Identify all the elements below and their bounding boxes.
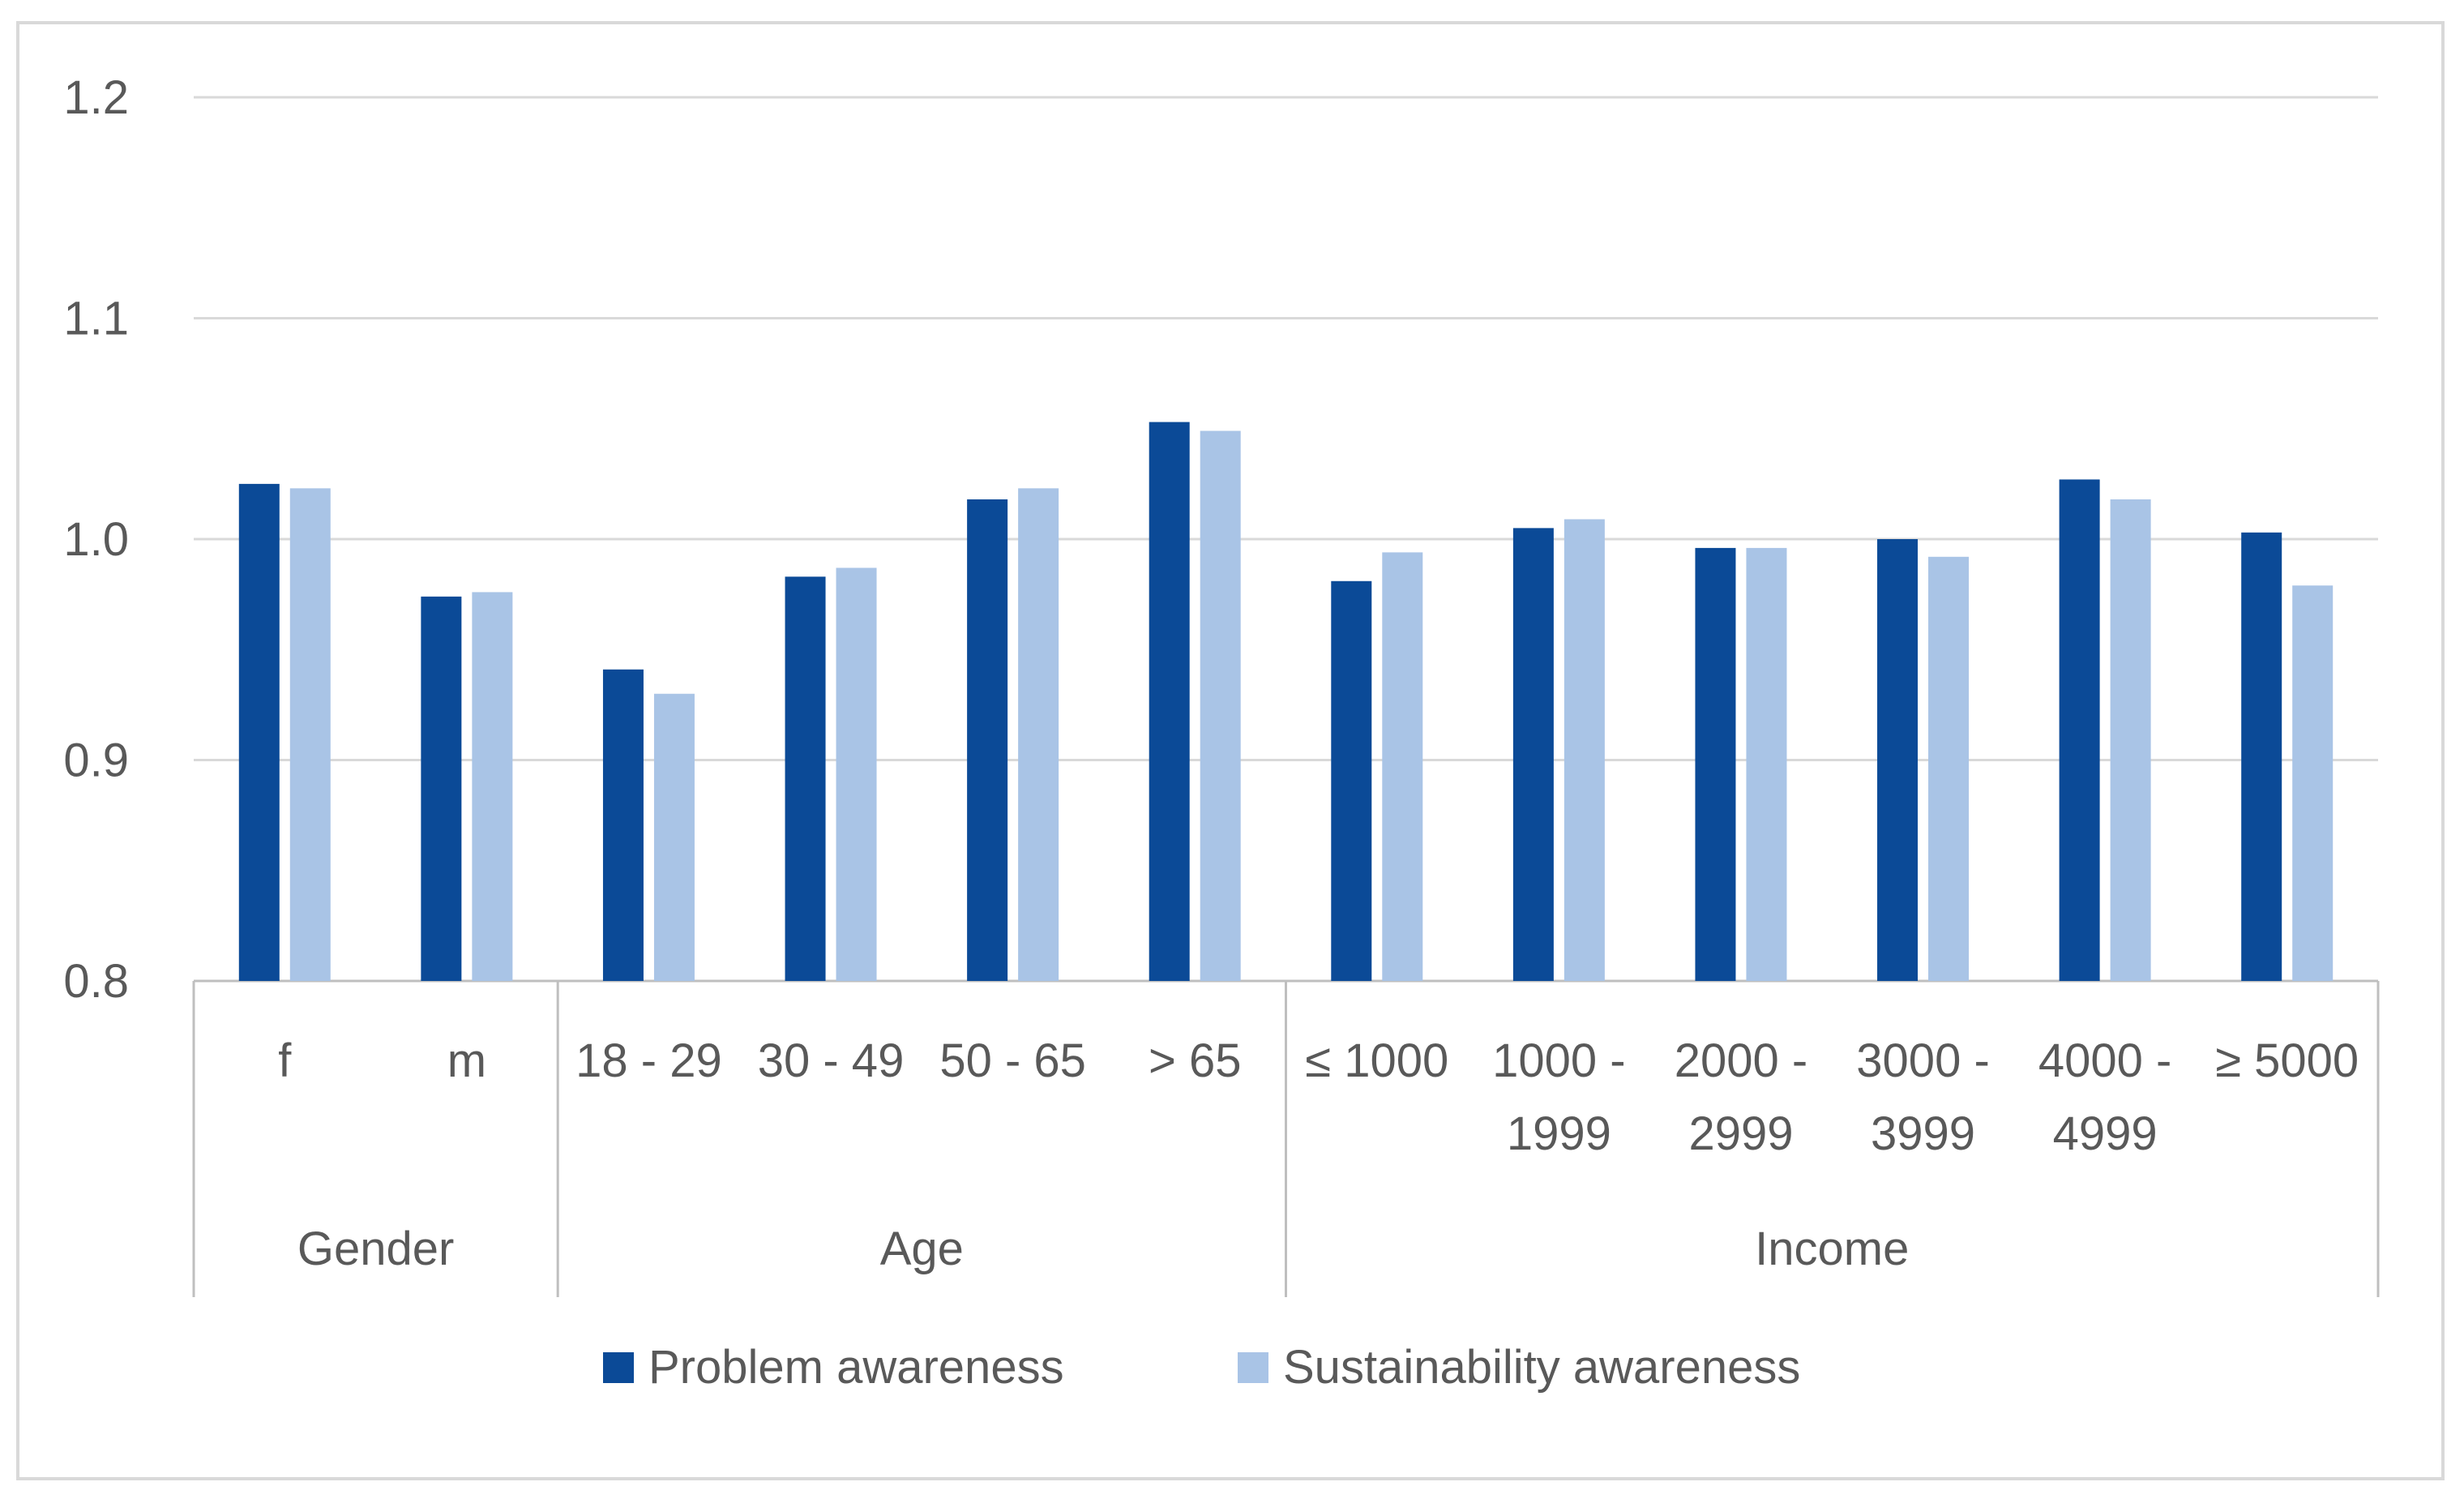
x-group-label: Age (880, 1223, 964, 1275)
legend-label: Sustainability awareness (1283, 1341, 1800, 1394)
bar-problem-awareness (1331, 580, 1372, 981)
x-category-label: 4999 (2053, 1107, 2158, 1160)
x-category-label: 30 - 49 (758, 1034, 905, 1087)
bar-sustainability-awareness (472, 592, 513, 981)
bar-problem-awareness (1512, 528, 1554, 981)
bar-problem-awareness (1149, 422, 1190, 981)
bar-problem-awareness (421, 596, 462, 981)
legend-swatch (603, 1352, 634, 1383)
x-group-label: Income (1755, 1223, 1909, 1275)
y-tick-label: 0.9 (63, 735, 129, 787)
bar-sustainability-awareness (1382, 552, 1423, 981)
x-category-label: 4000 - (2038, 1034, 2171, 1087)
x-category-label: 3000 - (1856, 1034, 1989, 1087)
legend-swatch (1238, 1352, 1268, 1383)
bar-problem-awareness (238, 483, 280, 981)
bar-problem-awareness (2241, 532, 2282, 981)
bar-problem-awareness (1695, 547, 1736, 981)
bar-problem-awareness (602, 669, 644, 981)
y-tick-label: 1.2 (63, 71, 129, 124)
bar-sustainability-awareness (653, 693, 695, 981)
x-category-label: 1999 (1507, 1107, 1611, 1160)
bar-sustainability-awareness (1564, 519, 1605, 981)
x-category-label: > 65 (1149, 1034, 1242, 1087)
x-category-label: 18 - 29 (575, 1034, 722, 1087)
bar-sustainability-awareness (2292, 585, 2334, 981)
bar-problem-awareness (785, 576, 826, 981)
x-category-label: ≥ 5000 (2215, 1034, 2359, 1087)
y-tick-label: 1.0 (63, 513, 129, 566)
y-tick-label: 1.1 (63, 293, 129, 345)
bar-sustainability-awareness (836, 567, 877, 981)
bar-problem-awareness (1877, 539, 1919, 981)
x-category-label: 50 - 65 (939, 1034, 1086, 1087)
bar-sustainability-awareness (1746, 547, 1787, 981)
bar-sustainability-awareness (1200, 430, 1241, 981)
x-category-label: 2999 (1688, 1107, 1793, 1160)
y-tick-label: 0.8 (63, 955, 129, 1008)
bar-sustainability-awareness (1928, 556, 1970, 981)
legend-label: Problem awareness (648, 1341, 1064, 1394)
chart-svg: 0.8 0.9 1.0 1.1 1.2 f m 18 - 29 30 - 49 50 - 65 > … (63, 71, 2380, 1394)
bar-sustainability-awareness (1018, 488, 1059, 981)
bar-problem-awareness (967, 499, 1008, 981)
x-category-label: ≤ 1000 (1305, 1034, 1448, 1087)
x-category-label: 2000 - (1675, 1034, 1807, 1087)
x-category-label: 1000 - (1492, 1034, 1625, 1087)
bar-sustainability-awareness (2110, 499, 2151, 981)
x-category-label: 3999 (1871, 1107, 1975, 1160)
x-category-label: f (278, 1034, 292, 1087)
x-group-label: Gender (297, 1223, 454, 1275)
bar-sustainability-awareness (289, 488, 331, 981)
chart-frame: 0.8 0.9 1.0 1.1 1.2 f m 18 - 29 30 - 49 50 - 65 > … (16, 21, 2445, 1480)
bar-problem-awareness (2059, 479, 2100, 981)
x-category-label: m (447, 1034, 486, 1087)
